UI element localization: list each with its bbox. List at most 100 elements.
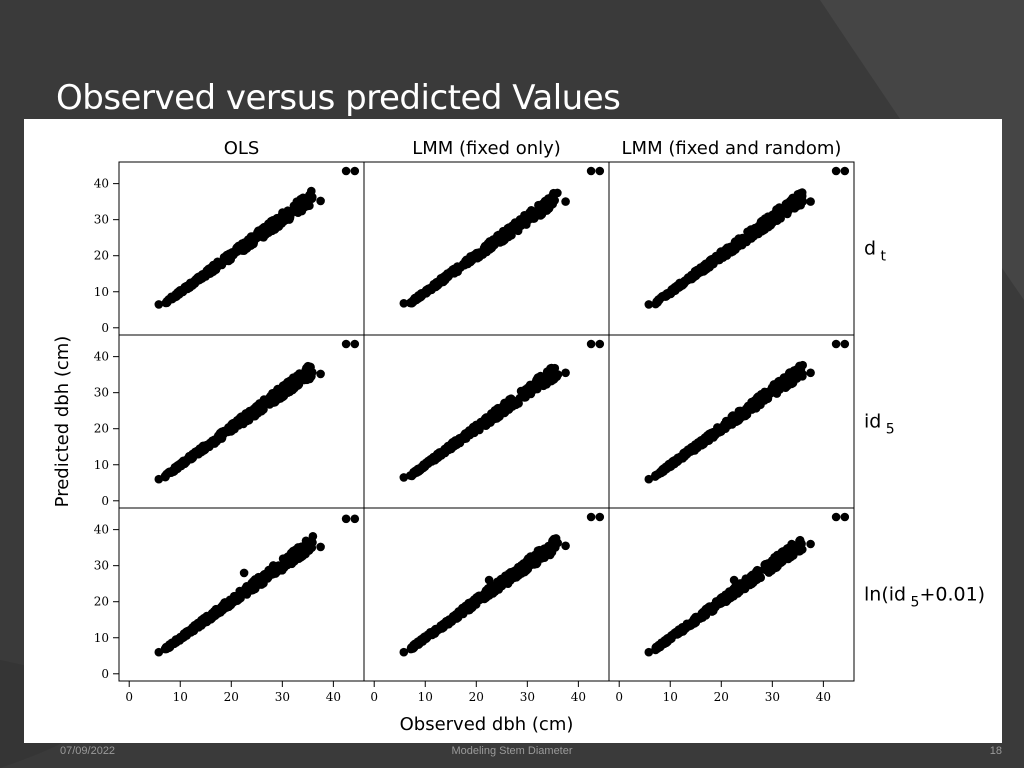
data-point [427, 629, 436, 638]
data-point [350, 514, 360, 524]
data-point [512, 397, 521, 406]
data-point [528, 213, 538, 223]
y-tick-label: 30 [94, 559, 109, 573]
data-point [759, 220, 768, 230]
data-point [399, 473, 409, 482]
data-point [726, 589, 736, 599]
panel-r2c0 [118, 507, 365, 682]
data-point [237, 246, 247, 255]
data-point [520, 219, 530, 229]
data-point [700, 606, 710, 615]
panel-r0c0 [118, 161, 365, 336]
panel-r2c1 [363, 507, 610, 682]
x-tick-label: 40 [816, 690, 831, 704]
data-point [673, 280, 683, 290]
column-label: LMM (fixed only) [412, 138, 561, 159]
data-point [341, 339, 351, 349]
data-point [753, 224, 762, 234]
scatter-points [644, 512, 850, 657]
data-point [552, 537, 561, 546]
panel-frame [608, 507, 855, 682]
data-point [455, 434, 464, 443]
data-point [783, 381, 792, 391]
x-tick-label: 30 [275, 690, 290, 704]
data-point [714, 254, 724, 264]
data-point [744, 227, 754, 237]
data-point [754, 566, 764, 576]
data-point [280, 383, 289, 393]
data-point [644, 647, 654, 657]
data-point [494, 404, 503, 413]
y-tick-label: 30 [94, 386, 109, 400]
data-point [413, 464, 423, 474]
data-point [174, 635, 184, 645]
data-point [410, 641, 419, 651]
data-point [341, 166, 351, 176]
data-point [316, 542, 325, 552]
data-point [775, 206, 784, 215]
data-point [202, 617, 212, 626]
data-point [226, 427, 236, 436]
data-point [781, 202, 791, 211]
data-point [671, 457, 680, 466]
y-tick-label: 40 [94, 350, 109, 364]
data-point [154, 300, 164, 309]
data-point [238, 587, 248, 597]
data-point [514, 562, 523, 572]
data-point [224, 600, 234, 609]
data-point [225, 253, 235, 262]
scatter-points [154, 166, 360, 309]
data-point [760, 396, 769, 405]
data-point [505, 226, 515, 235]
data-point [190, 277, 200, 287]
y-tick-label: 10 [94, 631, 109, 645]
data-point [264, 219, 273, 228]
data-point [423, 287, 433, 296]
data-point [735, 586, 744, 596]
data-point [350, 166, 360, 176]
data-point [651, 644, 660, 654]
y-tick-label: 0 [101, 321, 109, 335]
data-point [271, 224, 281, 233]
data-point [680, 448, 690, 457]
data-point [399, 299, 409, 308]
data-point [644, 474, 654, 484]
data-point [185, 451, 194, 461]
data-point [724, 417, 733, 426]
data-point [512, 220, 521, 229]
y-tick-label: 30 [94, 213, 109, 227]
y-tick-label: 0 [101, 667, 109, 681]
data-point [765, 386, 775, 396]
x-tick-label: 0 [125, 690, 133, 704]
x-tick-label: 30 [765, 690, 780, 704]
data-point [264, 572, 273, 581]
data-point [586, 512, 596, 522]
data-point [484, 575, 494, 585]
data-point [462, 257, 472, 267]
scatter-points [399, 339, 605, 482]
data-point [595, 166, 605, 176]
data-point [295, 196, 304, 205]
scatter-points [644, 166, 850, 309]
data-point [666, 288, 676, 297]
x-tick-label: 10 [663, 690, 678, 704]
data-point [218, 605, 228, 615]
data-point [290, 556, 299, 566]
scatter-points [154, 514, 360, 657]
data-point [544, 194, 553, 203]
data-point [522, 387, 531, 397]
x-tick-label: 30 [520, 690, 535, 704]
data-point [258, 225, 267, 235]
data-point [302, 201, 312, 211]
data-point [308, 532, 318, 541]
data-point [653, 470, 662, 479]
data-point [256, 579, 266, 588]
data-point [427, 456, 437, 465]
data-point [250, 235, 259, 244]
data-point [496, 577, 505, 587]
data-point [770, 558, 780, 568]
data-point [213, 433, 223, 443]
panel-r1c1 [363, 334, 610, 509]
data-point [194, 618, 203, 628]
data-point [693, 438, 703, 447]
